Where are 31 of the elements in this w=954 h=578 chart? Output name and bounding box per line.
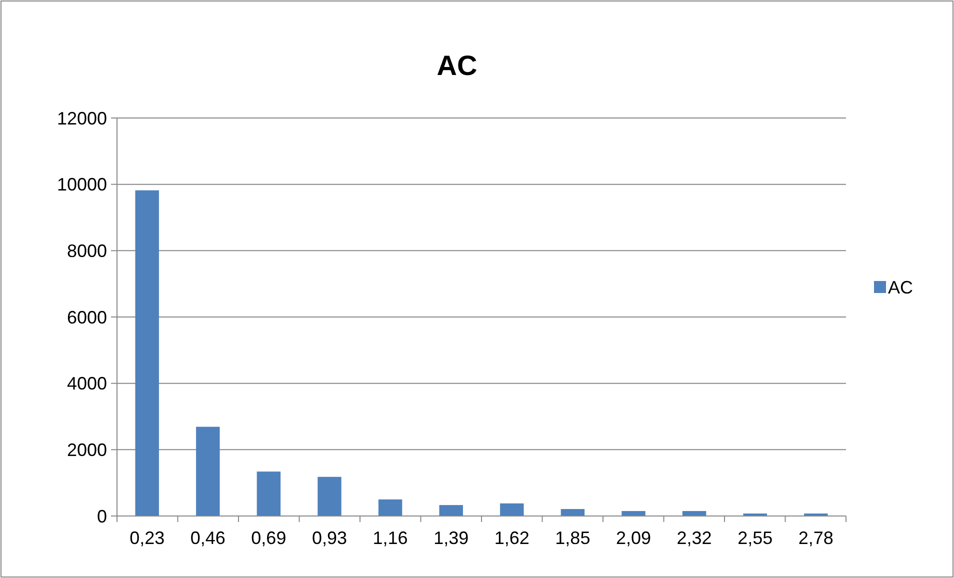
y-tick-label: 2000: [66, 440, 107, 460]
y-tick-label: 8000: [66, 240, 107, 261]
bar: [135, 190, 159, 516]
bar: [196, 426, 220, 516]
x-tick-label: 1,62: [494, 528, 530, 548]
bar: [256, 472, 281, 516]
x-tick-label: 2,32: [676, 528, 712, 548]
x-tick-label: 0,69: [251, 528, 286, 548]
x-tick-label: 2,09: [616, 528, 652, 548]
bar: [318, 476, 342, 516]
x-tick-label: 0,23: [130, 528, 165, 548]
bar: [439, 505, 463, 516]
x-tick-label: 1,85: [555, 528, 590, 548]
y-tick-label: 4000: [66, 374, 107, 394]
bar: [682, 511, 706, 516]
y-tick-label: 12000: [56, 108, 107, 128]
y-tick-label: 6000: [66, 307, 107, 328]
bar: [622, 511, 646, 516]
x-tick-label: 1,16: [372, 528, 408, 548]
chart-title: AC: [436, 50, 478, 81]
x-tick-label: 0,93: [312, 528, 348, 548]
x-tick-label: 0,46: [190, 528, 226, 548]
x-tick-label: 1,39: [434, 528, 469, 548]
x-tick-label: 2,78: [798, 528, 834, 548]
y-tick-label: 0: [96, 506, 107, 526]
x-tick-label: 2,55: [738, 528, 773, 548]
bar: [378, 499, 402, 516]
legend-label: AC: [888, 277, 914, 298]
y-tick-label: 10000: [56, 174, 107, 195]
bar: [500, 503, 524, 516]
bar: [560, 509, 585, 516]
